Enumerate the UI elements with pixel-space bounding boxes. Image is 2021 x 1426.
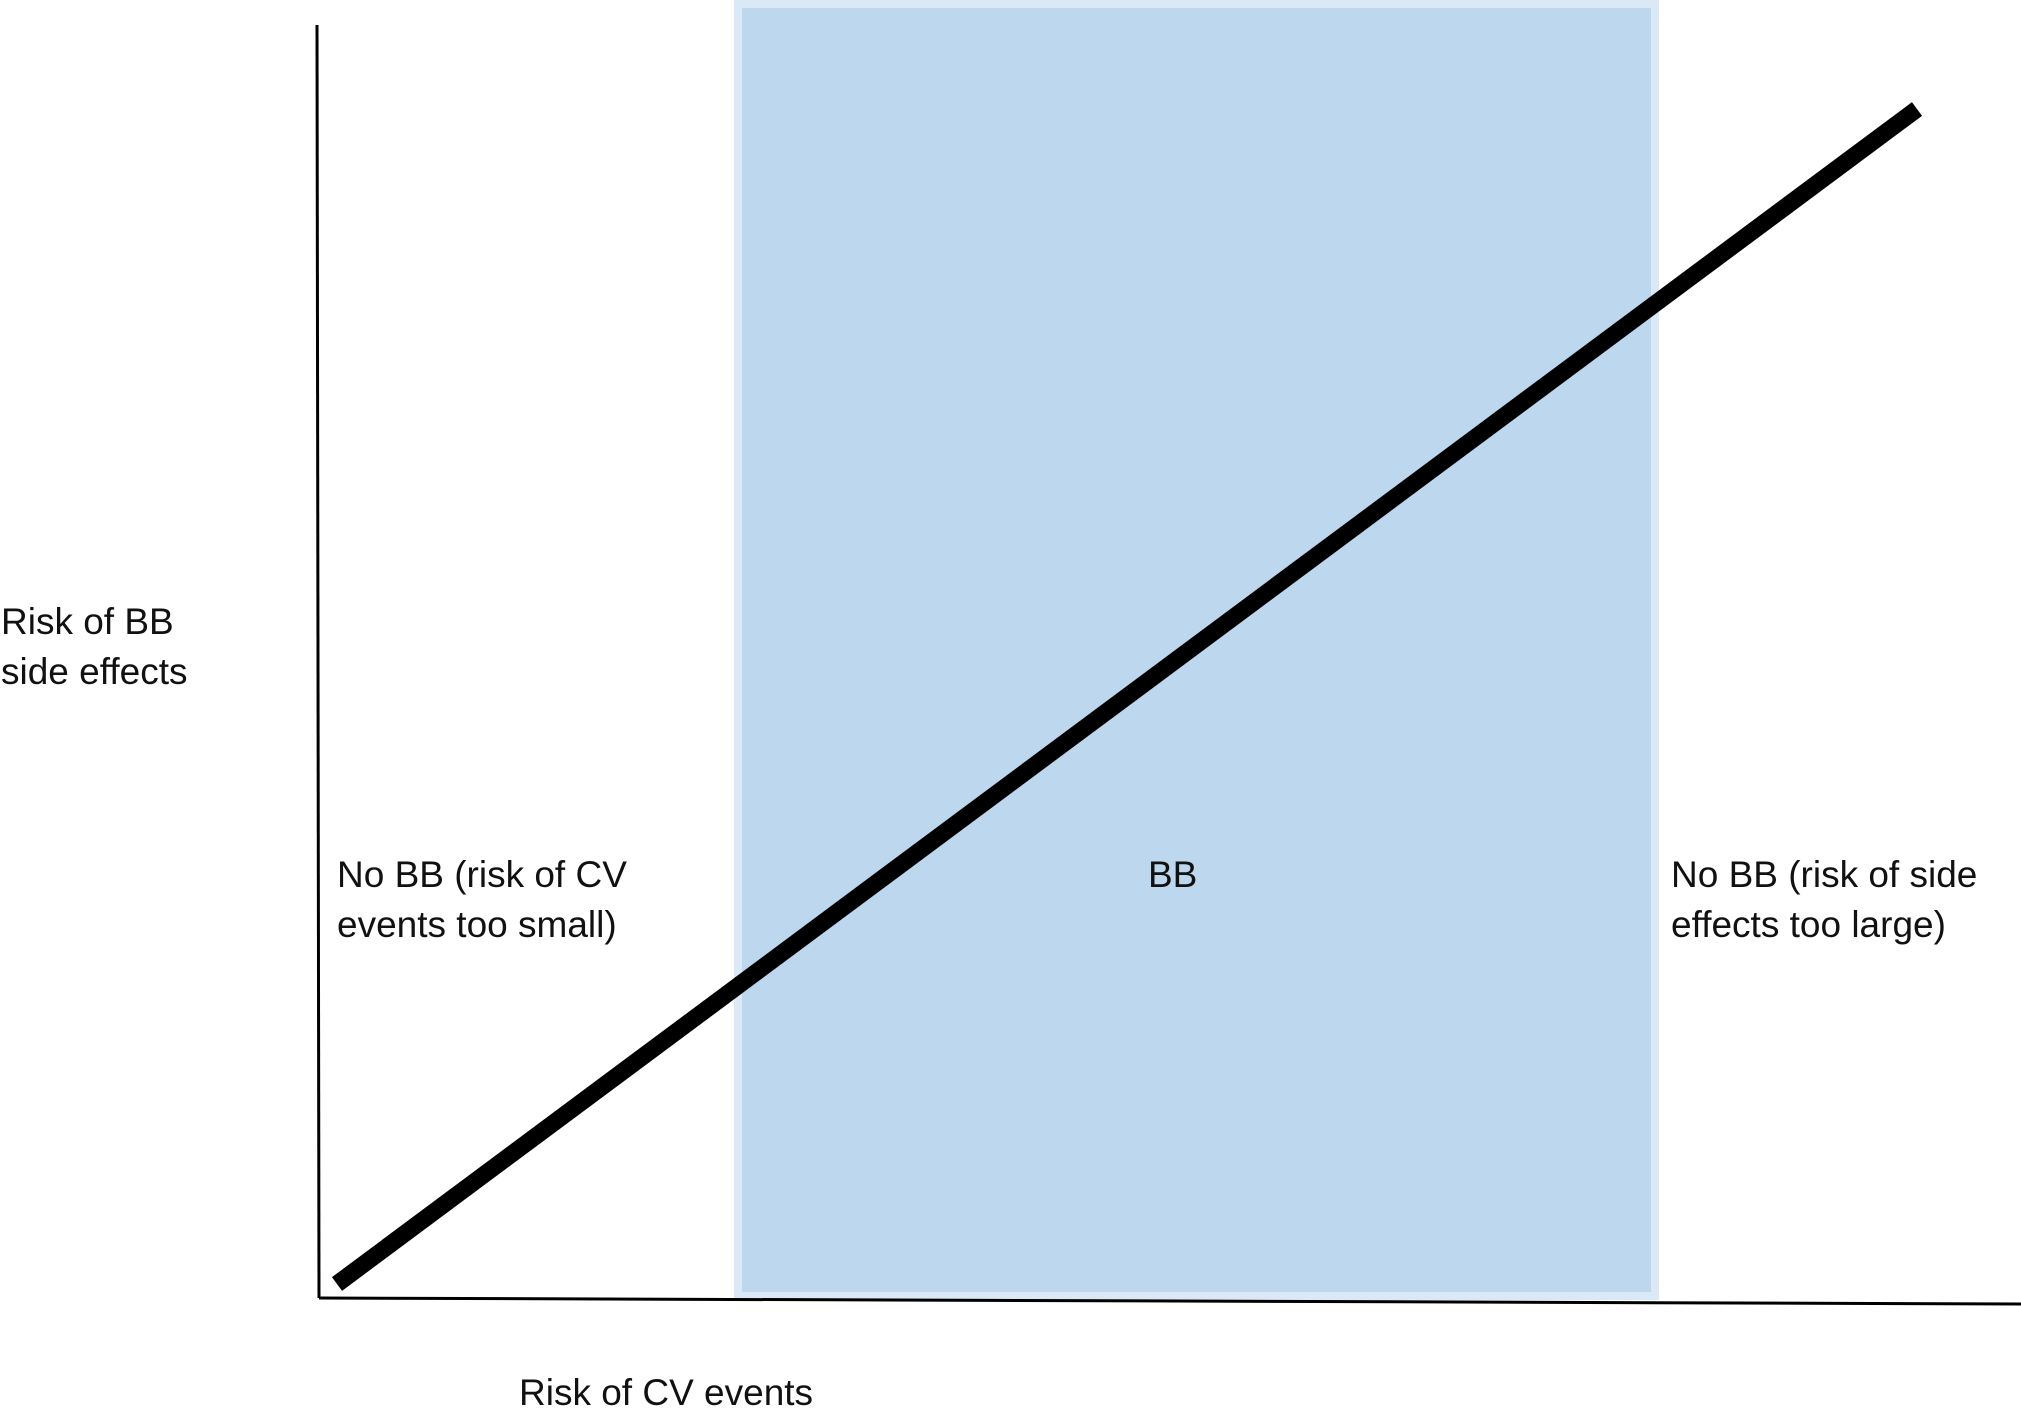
x-axis [318, 1296, 2021, 1306]
x-axis-label: Risk of CV events [519, 1372, 814, 1413]
region-label-bb: BB [1148, 854, 1198, 895]
region-label-no-bb-side-effects: No BB (risk of side effects too large) [1671, 854, 1978, 945]
y-axis-label: Risk of BB side effects [1, 601, 188, 692]
risk-trend-line [331, 102, 1923, 1291]
y-axis [315, 24, 321, 1299]
region-label-no-bb-low-cv: No BB (risk of CV events too small) [337, 854, 627, 945]
